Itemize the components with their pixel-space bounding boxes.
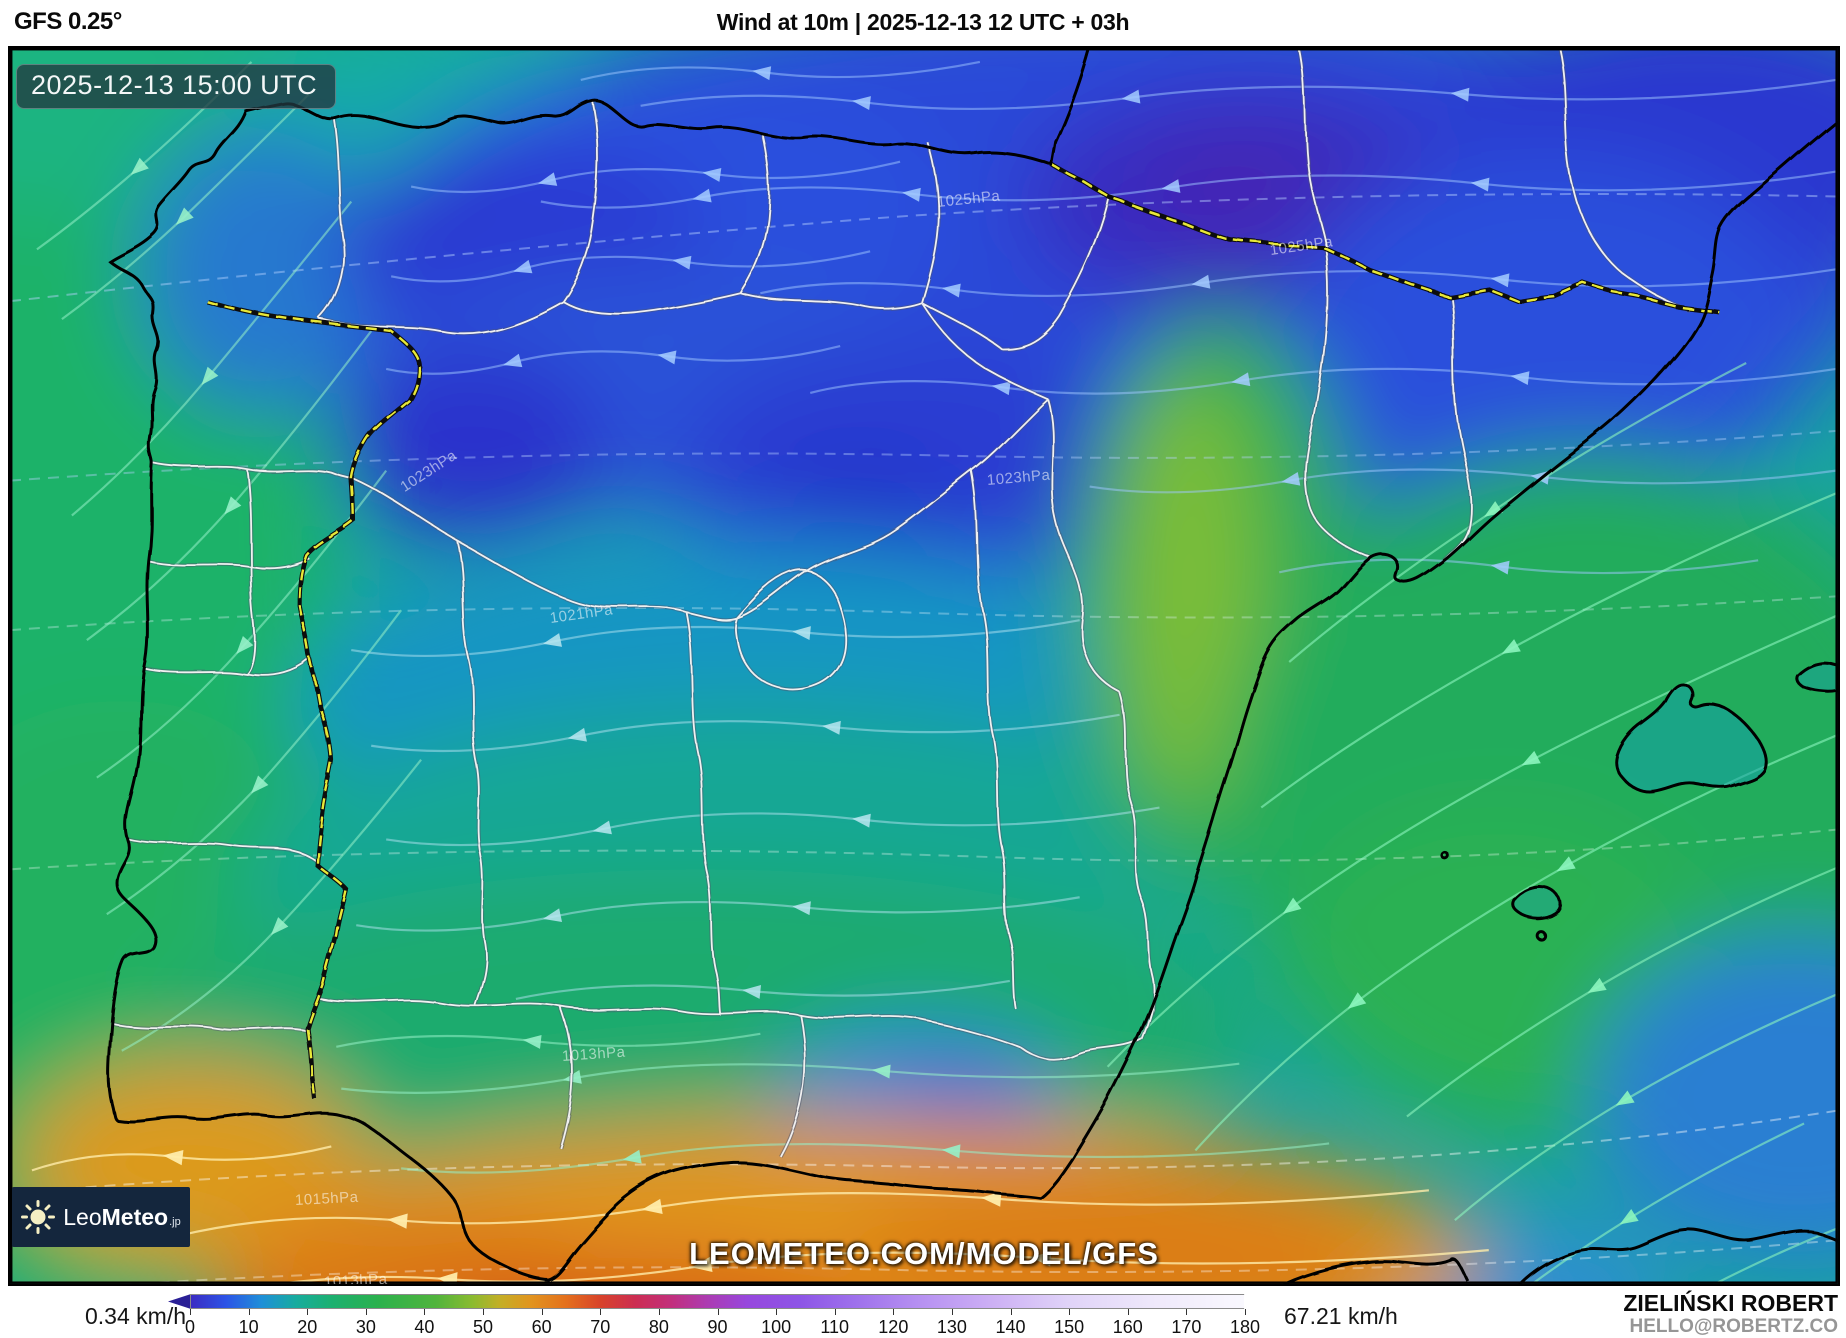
- sun-icon: [21, 1200, 56, 1234]
- colorbar-tick-label: 180: [1229, 1317, 1261, 1337]
- colorbar-tick-label: 100: [761, 1317, 792, 1337]
- colorbar-tick: [1069, 1309, 1071, 1315]
- colorbar-tick-label: 10: [238, 1317, 259, 1337]
- legend-bar: 0.34 km/h 0 10 20 30 40 50 60 70 80 90 100 110 120 13…: [0, 1288, 1846, 1337]
- colorbar-tick-label: 130: [936, 1317, 967, 1337]
- isobar-pressure-label: 1013hPa: [323, 1270, 388, 1286]
- colorbar-tick: [190, 1309, 191, 1315]
- colorbar-tick-label: 70: [590, 1317, 611, 1337]
- wind-map-canvas: [10, 48, 1838, 1284]
- colorbar-tick: [483, 1309, 485, 1315]
- watermark-url: LEOMETEO.COM/MODEL/GFS: [689, 1236, 1159, 1271]
- colorbar-tick: [658, 1309, 660, 1315]
- colorbar-tick: [1010, 1309, 1012, 1315]
- colorbar-tick: [951, 1309, 953, 1315]
- legend-min-label: 0.34 km/h: [85, 1303, 186, 1329]
- colorbar-tick: [893, 1309, 895, 1315]
- colorbar-tick: [1127, 1309, 1129, 1315]
- colorbar-tick: [1245, 1309, 1246, 1315]
- colorbar-tick: [365, 1309, 367, 1315]
- colorbar-tick: [541, 1309, 543, 1315]
- colorbar-left-tip: [168, 1294, 191, 1309]
- timestamp-overlay: 2025-12-13 15:00 UTC: [16, 64, 337, 109]
- author-name: ZIELIŃSKI ROBERT: [1623, 1290, 1838, 1316]
- colorbar-tick-label: 30: [355, 1317, 376, 1337]
- colorbar-tick: [600, 1309, 602, 1315]
- colorbar-tick: [834, 1309, 836, 1315]
- title-bar: GFS 0.25° Wind at 10m | 2025-12-13 12 UT…: [0, 0, 1846, 46]
- wind-speed-field: [10, 48, 1838, 1284]
- colorbar-tick-label: 120: [878, 1317, 909, 1337]
- colorbar-tick: [776, 1309, 778, 1315]
- logo-text: LeoMeteo.jp: [63, 1203, 181, 1230]
- colorbar-tick-label: 110: [820, 1317, 850, 1337]
- wind-map: 1025hPa 1025hPa 1023hPa 1023hPa 1021hPa 1013h…: [8, 46, 1840, 1286]
- colorbar-tick-label: 60: [531, 1317, 552, 1337]
- map-frame: [10, 48, 1838, 1284]
- colorbar-tick-label: 80: [648, 1317, 669, 1337]
- colorbar-tick-label: 0: [184, 1317, 195, 1337]
- contact-email: HELLO@ROBERTZ.CO: [1629, 1316, 1838, 1337]
- wind-speed-colorbar: 0 10 20 30 40 50 60 70 80 90 100 110 120 130 140 150 160…: [168, 1294, 1272, 1337]
- colorbar-tick-label: 20: [297, 1317, 318, 1337]
- colorbar-tick-label: 160: [1112, 1317, 1143, 1337]
- colorbar-tick: [1186, 1309, 1188, 1315]
- leometeo-logo: LeoMeteo.jp: [12, 1187, 190, 1247]
- colorbar-gradient: [190, 1294, 1245, 1309]
- colorbar-tick-label: 50: [473, 1317, 494, 1337]
- colorbar-tick-label: 150: [1054, 1317, 1085, 1337]
- country-borders: [207, 165, 1719, 1099]
- region-borders: [109, 48, 1691, 1159]
- coastline: [107, 48, 1838, 1284]
- colorbar-tick-label: 170: [1171, 1317, 1202, 1337]
- page-title: Wind at 10m | 2025-12-13 12 UTC + 03h: [716, 9, 1130, 35]
- colorbar-right-tip: [1244, 1294, 1272, 1309]
- colorbar-tick-label: 90: [707, 1317, 728, 1337]
- colorbar-tick: [248, 1309, 250, 1315]
- colorbar-tick-label: 140: [995, 1317, 1026, 1337]
- colorbar-tick: [424, 1309, 426, 1315]
- colorbar-tick: [717, 1309, 719, 1315]
- isobar-pressure-label: 1015hPa: [294, 1188, 359, 1209]
- model-label: GFS 0.25°: [14, 8, 122, 35]
- colorbar-tick: [307, 1309, 309, 1315]
- colorbar-tick-label: 40: [414, 1317, 435, 1337]
- legend-max-label: 67.21 km/h: [1284, 1303, 1398, 1329]
